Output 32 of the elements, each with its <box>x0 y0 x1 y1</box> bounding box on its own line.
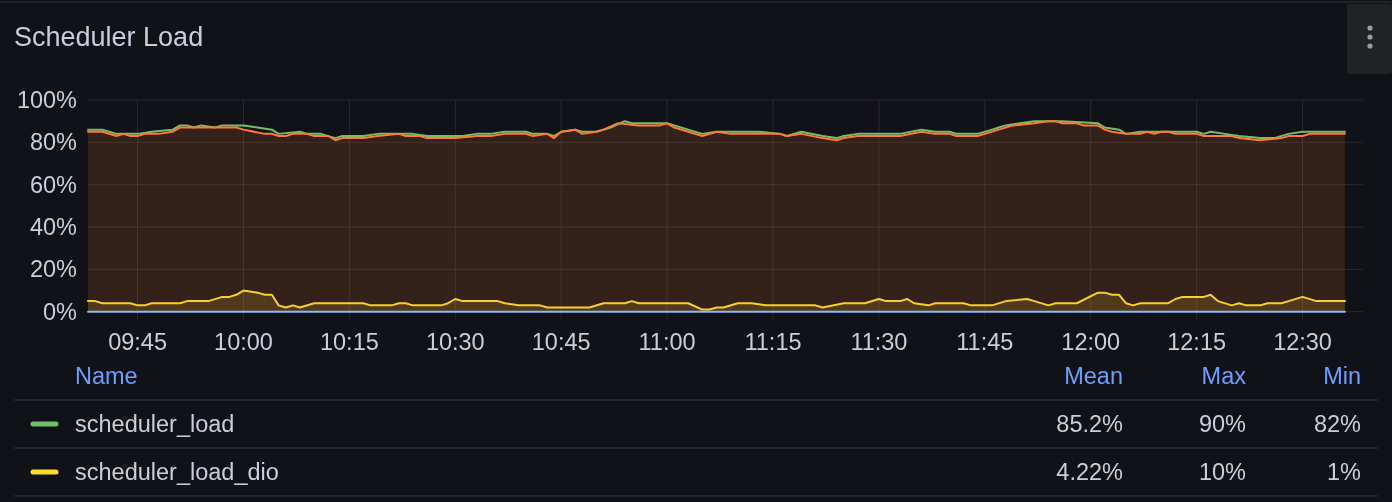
text: 4.22% <box>1056 459 1124 485</box>
x-tick-label: 12:00 <box>1061 329 1121 355</box>
y-tick-label: 0% <box>43 298 78 325</box>
text: Mean <box>1064 363 1123 389</box>
text: 90% <box>1198 411 1247 437</box>
legend-label: scheduler_load_dio <box>75 459 279 485</box>
text: 1% <box>1327 459 1362 485</box>
text: Min <box>1323 363 1361 389</box>
y-tick-label: 100% <box>16 87 78 113</box>
y-tick-label: 40% <box>29 214 78 241</box>
chart-title: Scheduler Load <box>14 22 204 52</box>
x-tick-label: 11:30 <box>850 329 908 355</box>
line-series <box>87 120 1346 140</box>
text: 85.2% <box>1056 411 1124 437</box>
text: 10% <box>1198 459 1247 485</box>
text: 82% <box>1313 411 1362 437</box>
x-tick-label: 11:45 <box>956 329 1014 355</box>
legend-label: scheduler_load <box>75 411 235 437</box>
x-tick-label: 10:00 <box>214 329 273 355</box>
x-tick-label: 10:15 <box>319 329 379 355</box>
y-tick-label: 20% <box>29 256 78 283</box>
text: Max <box>1201 363 1247 389</box>
legend-title: Name <box>75 363 138 389</box>
x-tick-label: 12:15 <box>1167 329 1227 355</box>
y-tick-label: 80% <box>29 129 78 156</box>
x-tick-label: 10:45 <box>531 329 591 355</box>
y-tick-label: 60% <box>29 171 78 198</box>
x-tick-label: 11:15 <box>744 329 802 355</box>
x-tick-label: 10:30 <box>425 329 485 355</box>
x-tick-label: 12:30 <box>1273 329 1332 355</box>
x-tick-label: 11:00 <box>638 329 696 355</box>
x-tick-label: 09:45 <box>108 329 167 355</box>
